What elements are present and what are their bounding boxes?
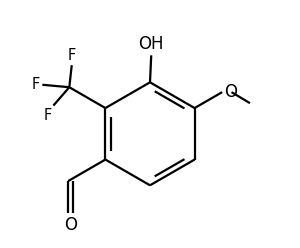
Text: O: O [224, 83, 237, 101]
Text: F: F [43, 108, 51, 123]
Text: F: F [32, 77, 41, 92]
Text: OH: OH [139, 35, 164, 53]
Text: F: F [68, 48, 76, 63]
Text: O: O [64, 216, 77, 234]
